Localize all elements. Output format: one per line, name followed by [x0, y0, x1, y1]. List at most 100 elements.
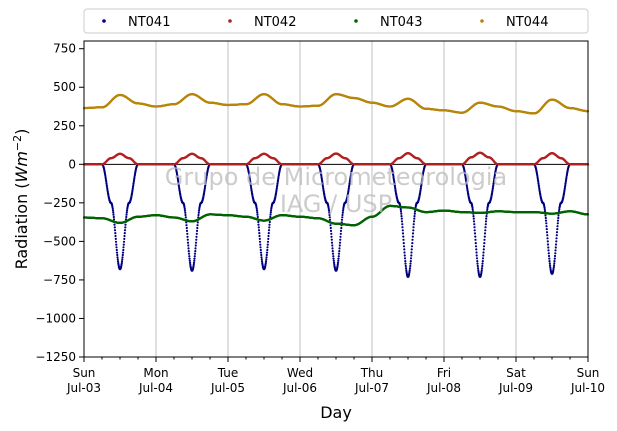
- data-point: [411, 238, 414, 241]
- data-point: [265, 258, 268, 261]
- data-point: [546, 237, 549, 240]
- data-point: [555, 231, 559, 234]
- data-point: [556, 222, 559, 225]
- data-point: [131, 187, 134, 190]
- data-point: [404, 262, 407, 265]
- data-point: [114, 234, 117, 238]
- data-point: [111, 207, 114, 210]
- data-point: [104, 179, 108, 182]
- data-point: [474, 242, 477, 245]
- data-point: [473, 229, 476, 232]
- data-point: [330, 241, 334, 244]
- data-point: [132, 180, 135, 183]
- data-point: [481, 260, 484, 263]
- data-point: [545, 222, 548, 225]
- data-point: [476, 262, 479, 265]
- data-point: [276, 184, 279, 187]
- data-point: [111, 209, 115, 212]
- data-point: [265, 251, 269, 254]
- data-point: [329, 229, 333, 232]
- data-point: [114, 237, 117, 240]
- data-point: [339, 238, 342, 241]
- data-point: [480, 267, 484, 270]
- data-point: [260, 253, 263, 257]
- data-point: [411, 235, 414, 238]
- data-point: [404, 264, 407, 268]
- data-point: [546, 243, 550, 246]
- data-point: [336, 261, 340, 264]
- data-point: [186, 241, 190, 244]
- data-point: [132, 184, 135, 187]
- data-point: [476, 264, 479, 268]
- data-point: [255, 209, 259, 212]
- data-point: [122, 248, 125, 252]
- data-point: [402, 235, 405, 238]
- data-point: [337, 257, 340, 260]
- data-point: [265, 253, 268, 257]
- data-point: [266, 246, 269, 249]
- data-point: [125, 213, 128, 216]
- data-point: [482, 254, 485, 257]
- data-point: [265, 256, 268, 259]
- data-point: [403, 248, 406, 251]
- data-point: [177, 185, 181, 188]
- data-point: [193, 257, 196, 260]
- data-point: [473, 223, 476, 226]
- data-point: [473, 232, 477, 235]
- data-point: [331, 252, 335, 255]
- data-point: [269, 211, 272, 214]
- data-point: [331, 247, 334, 250]
- data-point: [121, 256, 124, 259]
- data-point: [248, 177, 251, 180]
- data-point: [260, 256, 263, 259]
- data-point: [412, 220, 416, 223]
- data-point: [195, 229, 199, 232]
- data-point: [484, 223, 487, 226]
- data-point: [113, 229, 117, 232]
- data-point: [473, 226, 476, 229]
- data-point: [269, 215, 272, 219]
- data-point: [193, 252, 197, 255]
- data-point: [545, 225, 548, 228]
- data-point: [115, 251, 119, 254]
- data-point: [408, 267, 412, 270]
- data-point: [194, 250, 197, 253]
- data-point: [259, 248, 262, 252]
- data-point: [413, 215, 416, 218]
- data-point: [256, 211, 259, 214]
- data-point: [123, 232, 126, 235]
- data-point: [257, 226, 260, 229]
- data-point: [196, 221, 199, 224]
- data-point: [410, 254, 413, 257]
- data-point: [121, 258, 124, 261]
- data-point: [268, 226, 271, 229]
- data-point: [475, 251, 478, 254]
- data-point: [115, 246, 118, 249]
- data-point: [399, 210, 403, 213]
- data-point: [480, 269, 483, 272]
- data-point: [337, 252, 341, 255]
- data-point: [116, 260, 120, 263]
- data-point: [553, 257, 556, 260]
- data-point: [483, 238, 486, 241]
- data-point: [410, 248, 413, 251]
- data-point: [125, 209, 129, 212]
- data-point: [413, 210, 417, 213]
- data-point: [330, 238, 333, 241]
- data-point: [276, 180, 279, 183]
- data-point: [403, 251, 406, 254]
- data-point: [555, 237, 558, 240]
- data-point: [186, 232, 189, 235]
- data-point: [187, 244, 190, 247]
- data-point: [113, 223, 116, 226]
- data-point: [412, 223, 415, 226]
- data-point: [474, 245, 478, 248]
- data-point: [556, 228, 559, 231]
- data-point: [482, 245, 486, 248]
- data-point: [548, 260, 551, 263]
- data-point: [338, 247, 341, 250]
- data-point: [178, 187, 181, 190]
- data-point: [277, 177, 280, 180]
- data-point: [546, 234, 549, 237]
